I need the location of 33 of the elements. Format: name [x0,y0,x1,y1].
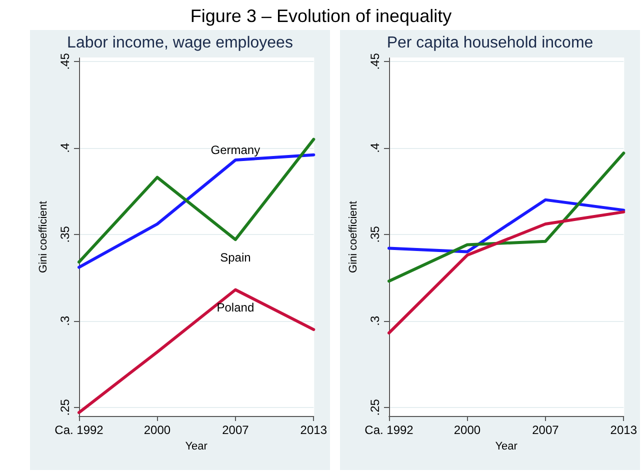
x-tick-label: 2013 [300,423,328,437]
y-tick-label: .45 [58,52,72,70]
chart-title: Per capita household income [386,34,594,52]
chart-title: Labor income, wage employees [67,34,293,52]
y-tick-label: .3 [58,316,72,326]
y-tick-label: .35 [368,226,382,243]
series-label: Spain [220,250,251,265]
series-label: Poland [216,300,254,315]
text: Figure 3 – Evolution of inequality [190,6,452,26]
line-series [388,198,626,254]
y-tick-label: .4 [368,142,382,153]
x-tick-label: Ca. 1992 [364,423,414,437]
line-series [388,152,626,283]
y-tick-label: .4 [58,142,72,153]
y-axis-title: Gini coefficient [38,201,50,273]
y-tick-label: .3 [368,316,382,326]
y-tick-label: .45 [368,52,382,70]
line-series [388,210,626,334]
y-tick-label: .25 [368,398,382,416]
x-tick-label: 2013 [610,423,638,437]
y-axis-title: Gini coefficient [348,201,360,273]
x-tick-label: Ca. 1992 [54,423,104,437]
x-tick-label: 2007 [222,423,250,437]
y-tick-label: .25 [58,398,72,416]
y-tick-label: .35 [58,226,72,243]
x-axis-title: Year [185,440,208,452]
x-axis-title: Year [495,440,518,452]
line-series [78,288,316,414]
line-series [78,138,316,264]
x-tick-label: 2007 [532,423,560,437]
series-label: Germany [210,143,260,158]
x-tick-label: 2000 [144,423,171,437]
x-tick-label: 2000 [454,423,481,437]
